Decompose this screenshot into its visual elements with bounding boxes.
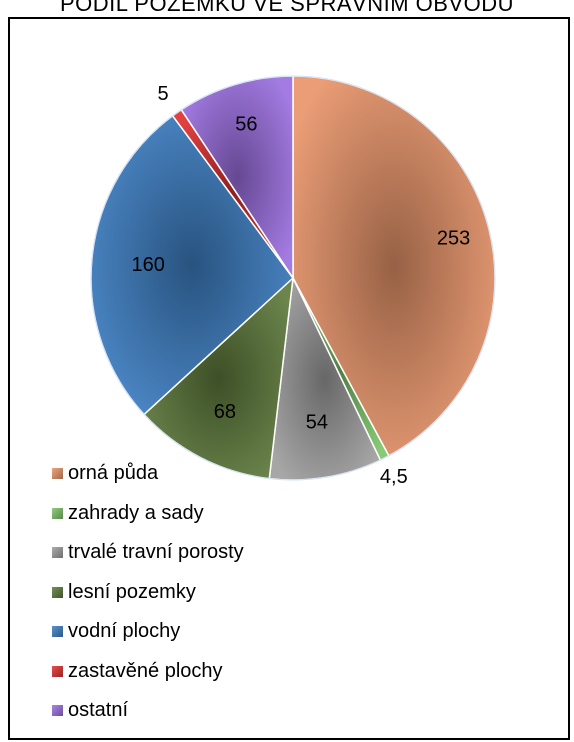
legend-label: zahrady a sady [68,501,204,524]
data-label-2: 54 [306,411,328,433]
legend-label: trvalé travní porosty [68,541,244,564]
legend-item: trvalé travní porosty [52,533,244,573]
legend-swatch [52,705,63,717]
legend-item: ostatní [52,691,244,731]
legend-label: ostatní [68,699,129,722]
chart-legend: orná půda zahrady a sady trvalé travní por… [52,454,244,731]
legend-item: vodní plochy [52,612,244,652]
legend-swatch [52,547,63,559]
data-label-6: 56 [235,113,257,135]
legend-swatch [52,468,63,480]
legend-swatch [52,665,63,677]
legend-item: orná půda [52,454,244,494]
legend-item: zahrady a sady [52,494,244,534]
legend-swatch [52,586,63,598]
legend-item: zastavěné plochy [52,652,244,692]
legend-swatch [52,507,63,519]
data-label-0: 253 [437,227,470,249]
legend-item: lesní pozemky [52,573,244,613]
chart-frame [8,17,570,740]
legend-label: vodní plochy [68,620,181,643]
data-label-5: 5 [157,83,168,105]
data-label-1: 4,5 [380,466,408,488]
legend-label: lesní pozemky [68,580,196,603]
legend-swatch [52,626,63,638]
chart-title: PODÍL POZEMKŮ VE SPRÁVNÍM OBVODU [59,0,515,16]
legend-label: orná půda [68,462,159,485]
data-label-3: 68 [214,401,236,423]
pie-outline [90,75,496,481]
data-label-4: 160 [132,254,165,276]
legend-label: zastavěné plochy [68,659,223,682]
